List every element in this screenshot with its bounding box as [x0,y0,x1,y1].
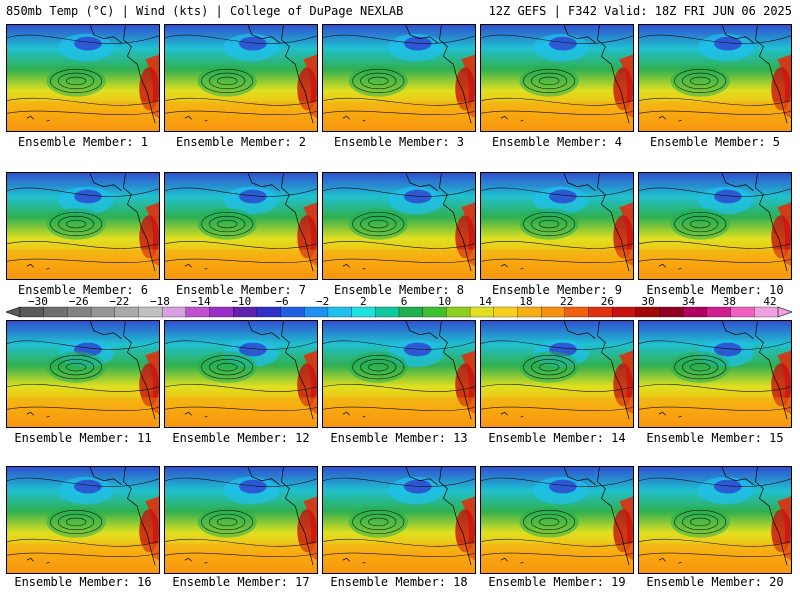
colorbar-bin [43,306,68,318]
colorbar-tick-label: −2 [316,295,330,308]
colorbar-bin [209,306,234,318]
colorbar-bin [304,306,329,318]
colorbar-tick-label: −30 [28,295,48,308]
colorbar-bin [138,306,163,318]
colorbar-bin [256,306,282,318]
ensemble-map-19 [480,466,634,574]
colorbar-bin [327,306,353,318]
colorbar-bin [659,306,684,318]
ensemble-member-label: Ensemble Member: 16 [14,575,152,589]
chart-title: 850mb Temp (°C) | Wind (kts) | College o… [6,4,404,18]
colorbar-bin [588,306,613,318]
colorbar-bin [683,306,708,318]
ensemble-map-12 [164,320,318,428]
ensemble-map-3 [322,24,476,132]
colorbar-bin [446,306,471,318]
colorbar-tick-label: −18 [150,295,170,308]
colorbar-tick-label: 26 [600,295,614,308]
colorbar-bin [469,306,495,318]
ensemble-map-20 [638,466,792,574]
colorbar-bin [114,306,139,318]
ensemble-member-label: Ensemble Member: 19 [488,575,626,589]
temperature-colorbar [6,306,792,318]
colorbar-tick-label: 6 [400,295,408,308]
ensemble-member-label: Ensemble Member: 11 [14,431,152,445]
colorbar-tick-label: −14 [190,295,211,308]
colorbar-bin [540,306,566,318]
colorbar-tick-label: 38 [722,295,736,308]
colorbar-tick-label: 2 [360,295,367,308]
ensemble-map-2 [164,24,318,132]
ensemble-map-18 [322,466,476,574]
colorbar-bin [564,306,589,318]
colorbar-bin [90,306,116,318]
colorbar-tick-label: 30 [641,295,655,308]
colorbar-tick-label: −22 [109,295,130,308]
colorbar-right-arrow [777,306,792,318]
ensemble-member-label: Ensemble Member: 1 [17,135,149,149]
ensemble-map-7 [164,172,318,280]
colorbar-bin [161,306,187,318]
ensemble-member-label: Ensemble Member: 5 [649,135,781,149]
ensemble-map-14 [480,320,634,428]
colorbar-bin [185,306,210,318]
colorbar-bin [635,306,661,318]
ensemble-map-4 [480,24,634,132]
ensemble-member-label: Ensemble Member: 10 [646,283,784,297]
ensemble-member-label: Ensemble Member: 3 [333,135,465,149]
ensemble-member-label: Ensemble Member: 20 [646,575,784,589]
ensemble-map-13 [322,320,476,428]
ensemble-member-label: Ensemble Member: 15 [646,431,784,445]
colorbar-tick-label: −10 [231,295,252,308]
colorbar-bin [493,306,518,318]
colorbar-tick-label: 34 [682,295,696,308]
colorbar-bin [351,306,376,318]
ensemble-map-5 [638,24,792,132]
ensemble-map-6 [6,172,160,280]
colorbar-bin [612,306,637,318]
colorbar-bin [517,306,542,318]
colorbar-tick-label: 10 [438,295,452,308]
ensemble-map-17 [164,466,318,574]
colorbar-tick-label: 14 [478,295,492,308]
ensemble-map-15 [638,320,792,428]
colorbar-left-arrow [6,306,21,318]
ensemble-map-11 [6,320,160,428]
ensemble-member-label: Ensemble Member: 18 [330,575,468,589]
colorbar-bin [422,306,447,318]
colorbar-bin [706,306,732,318]
ensemble-member-label: Ensemble Member: 6 [17,283,149,297]
ensemble-member-label: Ensemble Member: 2 [175,135,307,149]
ensemble-map-10 [638,172,792,280]
colorbar-bin [754,306,779,318]
colorbar-bin [398,306,424,318]
colorbar-bin [730,306,755,318]
ensemble-member-label: Ensemble Member: 7 [175,283,307,297]
ensemble-map-9 [480,172,634,280]
ensemble-member-label: Ensemble Member: 12 [172,431,310,445]
colorbar-bin [19,306,45,318]
model-valid-time: 12Z GEFS | F342 Valid: 18Z FRI JUN 06 20… [488,4,792,18]
ensemble-member-label: Ensemble Member: 9 [491,283,623,297]
colorbar-bin [375,306,400,318]
ensemble-member-label: Ensemble Member: 17 [172,575,310,589]
ensemble-member-label: Ensemble Member: 14 [488,431,626,445]
ensemble-member-label: Ensemble Member: 13 [330,431,468,445]
colorbar-tick-label: 22 [560,295,574,308]
ensemble-member-label: Ensemble Member: 8 [333,283,465,297]
colorbar-bin [67,306,92,318]
ensemble-map-16 [6,466,160,574]
ensemble-map-1 [6,24,160,132]
colorbar-bin [280,306,305,318]
colorbar-bin [233,306,258,318]
colorbar-tick-label: −26 [68,295,89,308]
ensemble-member-label: Ensemble Member: 4 [491,135,623,149]
colorbar-tick-label: −6 [275,295,289,308]
colorbar-tick-label: 18 [519,295,533,308]
ensemble-map-8 [322,172,476,280]
colorbar-tick-label: 42 [763,295,777,308]
